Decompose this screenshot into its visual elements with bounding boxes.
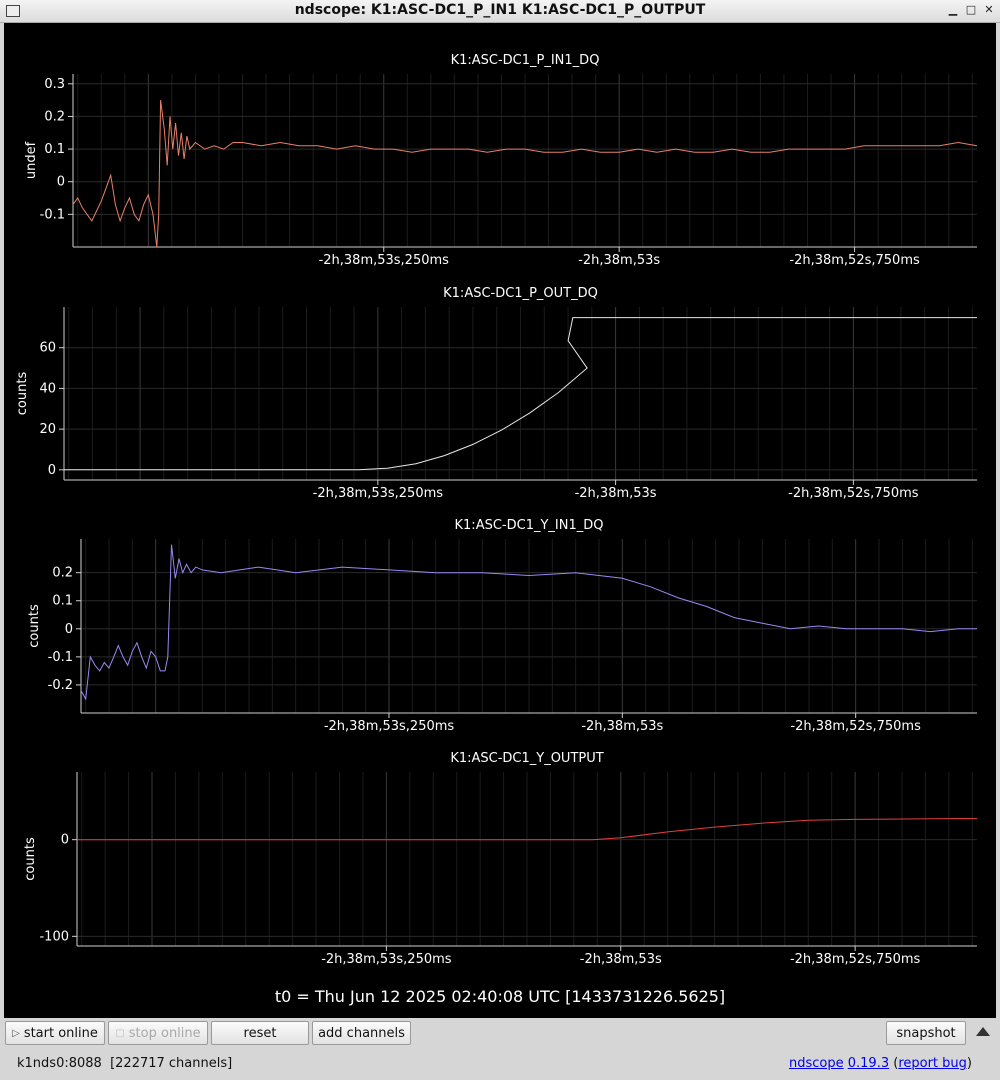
paren-open: (	[893, 1056, 899, 1071]
plot3-ytick-label: -0.1	[48, 650, 73, 665]
plot4-series-line	[77, 817, 978, 841]
window-titlebar: ndscope: K1:ASC-DC1_P_IN1 K1:ASC-DC1_P_O…	[0, 0, 1000, 23]
plot3-ytick-label: 0.2	[52, 566, 73, 581]
minimize-icon[interactable]: ▁	[948, 3, 958, 16]
report-bug-link[interactable]: report bug	[898, 1056, 967, 1071]
window-menu-icon[interactable]	[6, 5, 20, 17]
plot3-title: K1:ASC-DC1_Y_IN1_DQ	[455, 518, 604, 533]
plot2-ytick-label: 60	[39, 341, 56, 356]
plot3-ytick-label: -0.2	[48, 678, 73, 693]
collapse-arrow-icon[interactable]	[976, 1027, 990, 1036]
play-icon: ▷	[12, 1027, 20, 1039]
version-link[interactable]: 0.19.3	[847, 1056, 890, 1071]
ndscope-link[interactable]: ndscope	[788, 1056, 844, 1071]
plot4-xtick-label: -2h,38m,53s	[580, 952, 662, 967]
plot1-xtick-label: -2h,38m,53s,250ms	[319, 253, 450, 268]
plot4-xtick-label: -2h,38m,52s,750ms	[790, 952, 921, 967]
window-title: ndscope: K1:ASC-DC1_P_IN1 K1:ASC-DC1_P_O…	[294, 2, 706, 18]
plot1-series-line	[72, 100, 978, 248]
plot4-title: K1:ASC-DC1_Y_OUTPUT	[450, 751, 603, 766]
plot2-xtick-label: -2h,38m,53s,250ms	[313, 486, 444, 501]
snapshot-button[interactable]: snapshot	[886, 1021, 966, 1045]
start-online-label: start online	[23, 1025, 98, 1041]
version-info: ndscope 0.19.3 (report bug)	[789, 1056, 972, 1071]
plot2-ytick-label: 20	[39, 422, 56, 437]
add-channels-button[interactable]: add channels	[312, 1021, 411, 1045]
server-info: k1nds0:8088 [222717 channels]	[17, 1056, 232, 1071]
stop-online-label: stop online	[128, 1025, 201, 1041]
plot2-series-line	[64, 317, 977, 471]
plot3-ytick-label: 0.1	[52, 594, 73, 609]
plot3-xtick-label: -2h,38m,53s,250ms	[324, 719, 455, 734]
plot1-xtick-label: -2h,38m,53s	[578, 253, 660, 268]
plot1-ytick-label: 0.1	[44, 142, 65, 157]
plot2-ylabel: counts	[15, 372, 30, 416]
plot3-ylabel: counts	[27, 604, 42, 648]
plot1-ylabel: undef	[24, 141, 39, 179]
start-online-button[interactable]: ▷ start online	[5, 1021, 105, 1045]
close-icon[interactable]: ✕	[984, 3, 994, 16]
plot2-xtick-label: -2h,38m,52s,750ms	[788, 486, 919, 501]
plot1-ytick-label: 0.3	[44, 77, 65, 92]
status-bar: k1nds0:8088 [222717 channels] ndscope 0.…	[0, 1050, 1000, 1078]
stop-online-button[interactable]: ▢ stop online	[108, 1021, 208, 1045]
plot3-series-line	[80, 544, 977, 701]
t0-label: t0 = Thu Jun 12 2025 02:40:08 UTC [14337…	[274, 987, 726, 1006]
plot2-ytick-label: 40	[39, 381, 56, 396]
toolbar: ▷ start online ▢ stop online reset add c…	[0, 1018, 1000, 1048]
plot2-title: K1:ASC-DC1_P_OUT_DQ	[443, 286, 598, 301]
plot4-ytick-label: 0	[61, 833, 69, 848]
plot4-xtick-label: -2h,38m,53s,250ms	[321, 952, 452, 967]
plot2-ytick-label: 0	[48, 463, 56, 478]
plot3-xtick-label: -2h,38m,53s	[581, 719, 663, 734]
reset-button[interactable]: reset	[211, 1021, 309, 1045]
plot2-xtick-label: -2h,38m,53s	[575, 486, 657, 501]
plot1-ytick-label: 0.2	[44, 109, 65, 124]
plot3-ytick-label: 0	[65, 622, 73, 637]
plot1-ytick-label: -0.1	[40, 207, 65, 222]
plot1-xtick-label: -2h,38m,52s,750ms	[789, 253, 920, 268]
plot3-xtick-label: -2h,38m,52s,750ms	[790, 719, 921, 734]
server-address: k1nds0:8088	[17, 1056, 102, 1071]
stop-icon: ▢	[115, 1027, 125, 1039]
channel-count: [222717 channels]	[110, 1056, 233, 1071]
plot4-ytick-label: -100	[39, 929, 69, 944]
paren-close: )	[966, 1056, 972, 1071]
maximize-icon[interactable]: □	[965, 3, 977, 16]
plot1-ytick-label: 0	[57, 175, 65, 190]
plot1-title: K1:ASC-DC1_P_IN1_DQ	[451, 53, 600, 68]
plot4-ylabel: counts	[23, 837, 38, 881]
